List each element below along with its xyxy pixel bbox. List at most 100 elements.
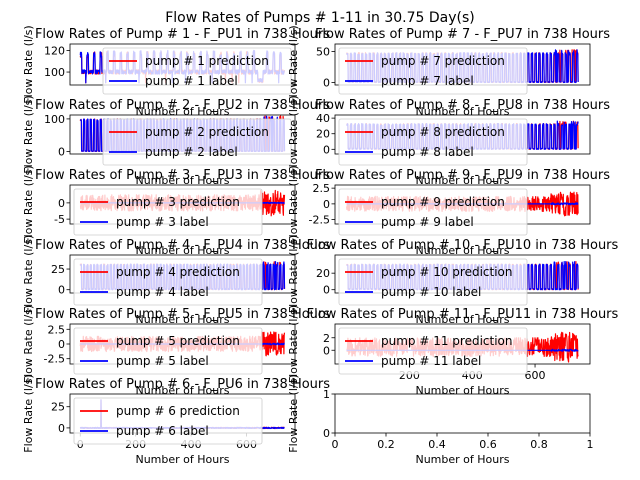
y-axis-label: Flow Rate (l/s) [287, 165, 300, 243]
x-tick-label: 600 [525, 369, 546, 382]
subplot: -2.5 0 2.5 Number of Hours Flow Rate (l/s) Fl… [287, 165, 610, 257]
legend-entry: pump # 9 label [381, 215, 474, 229]
y-axis-label: Flow Rate (l/s) [22, 305, 35, 383]
y-tick-label: 100 [44, 66, 65, 79]
legend-frame [73, 258, 263, 306]
legend-entry: pump # 1 label [145, 74, 238, 88]
legend-entry: pump # 10 label [381, 285, 481, 299]
y-tick-label: 0 [58, 338, 65, 351]
x-tick-label: 1 [587, 438, 594, 451]
y-tick-label: 2.5 [313, 182, 331, 195]
y-axis-label: Flow Rate (l/s) [287, 305, 300, 383]
y-tick-label: 1 [323, 388, 330, 401]
legend-entry: pump # 4 label [116, 285, 209, 299]
y-axis-label: Flow Rate (l/s) [287, 25, 300, 103]
subplot-title: Flow Rates of Pump # 3 - F_PU3 in 738 Ho… [35, 168, 330, 183]
subplot-title: Flow Rates of Pump # 11 - F_PU11 in 738 … [307, 307, 619, 322]
legend: pump # 6 prediction pump # 6 label [73, 397, 263, 445]
legend: pump # 9 prediction pump # 9 label [338, 188, 528, 236]
x-axis-label: Number of Hours [415, 384, 509, 397]
subplot: 0 20 Number of Hours Flow Rate (l/s) Flow Ra… [287, 235, 619, 326]
x-tick-label: 0 [77, 438, 84, 451]
y-axis-label: Flow Rate (l/s) [287, 235, 300, 313]
legend-entry: pump # 11 prediction [381, 334, 513, 348]
y-tick-label: 0 [323, 198, 330, 211]
subplot-title: Flow Rates of Pump # 2 - F_PU2 in 738 Ho… [35, 98, 330, 113]
y-axis-label: Flow Rate (l/s) [22, 95, 35, 173]
subplot-title: Flow Rates of Pump # 10 - F_PU10 in 738 … [307, 238, 619, 253]
y-tick-label: 0 [323, 344, 330, 357]
legend-entry: pump # 8 prediction [381, 125, 505, 139]
y-tick-label: 50 [316, 45, 330, 58]
subplot-title: Flow Rates of Pump # 6 - F_PU6 in 738 Ho… [35, 377, 330, 392]
y-tick-label: 25 [51, 401, 65, 414]
legend: pump # 3 prediction pump # 3 label [73, 188, 263, 236]
x-axis-label: Number of Hours [415, 174, 509, 187]
y-tick-label: 0 [58, 284, 65, 297]
y-axis-label: Flow Rate (l/s) [22, 235, 35, 313]
y-axis-label: Flow Rate (l/s) [287, 95, 300, 173]
x-axis-label: Number of Hours [415, 313, 509, 326]
x-tick-label: 0.6 [479, 438, 497, 451]
legend-frame [73, 397, 263, 445]
subplot: 0 20 40 Number of Hours Flow Rate (l/s) Flow … [287, 95, 610, 187]
legend: pump # 7 prediction pump # 7 label [338, 47, 528, 95]
subplot-title: Flow Rates of Pump # 5 - F_PU5 in 738 Ho… [35, 307, 330, 322]
subplot-title: Flow Rates of Pump # 8 - F_PU8 in 738 Ho… [315, 98, 610, 113]
y-tick-label: 2 [323, 332, 330, 345]
figure-suptitle: Flow Rates of Pumps # 1-11 in 30.75 Day(… [165, 10, 475, 26]
y-tick-label: 0 [323, 77, 330, 90]
legend-entry: pump # 3 prediction [116, 195, 240, 209]
y-axis-label: Flow Rate (l/s) [287, 374, 300, 452]
legend-frame [102, 118, 292, 166]
y-tick-label: 0 [323, 143, 330, 156]
subplot-title: Flow Rates of Pump # 1 - F_PU1 in 738 Ho… [35, 27, 330, 42]
legend: pump # 8 prediction pump # 8 label [338, 118, 528, 166]
legend-entry: pump # 9 prediction [381, 195, 505, 209]
legend-frame [102, 47, 292, 95]
y-tick-label: -5 [54, 213, 65, 226]
x-axis-label: Number of Hours [135, 453, 229, 466]
subplot: 0 1 0 0.2 0.4 0.6 0.8 1 Number of Hours Flow Rate… [287, 374, 594, 466]
legend-entry: pump # 5 prediction [116, 334, 240, 348]
x-tick-label: 0.4 [428, 438, 446, 451]
legend-entry: pump # 3 label [116, 215, 209, 229]
subplot-title: Flow Rates of Pump # 4 - F_PU4 in 738 Ho… [35, 238, 330, 253]
x-tick-label: 0.8 [530, 438, 548, 451]
y-tick-label: 0 [323, 284, 330, 297]
legend-entry: pump # 5 label [116, 354, 209, 368]
legend-entry: pump # 11 label [381, 354, 481, 368]
legend-frame [338, 47, 528, 95]
x-axis-label: Number of Hours [135, 174, 229, 187]
legend-entry: pump # 6 prediction [116, 404, 240, 418]
legend-entry: pump # 7 prediction [381, 54, 505, 68]
y-tick-label: -2.5 [309, 214, 330, 227]
x-axis-label: Number of Hours [135, 313, 229, 326]
y-tick-label: 0 [58, 197, 65, 210]
y-tick-label: 40 [316, 112, 330, 125]
y-tick-label: 20 [316, 128, 330, 141]
y-tick-label: 20 [316, 267, 330, 280]
y-axis-label: Flow Rate (l/s) [22, 165, 35, 243]
x-axis-label: Number of Hours [415, 453, 509, 466]
y-axis-label: Flow Rate (l/s) [22, 374, 35, 452]
subplot-title: Flow Rates of Pump # 7 - F_PU7 in 738 Ho… [315, 27, 610, 42]
legend-frame [338, 327, 528, 375]
x-tick-label: 0.2 [377, 438, 395, 451]
legend: pump # 5 prediction pump # 5 label [73, 327, 263, 375]
legend-frame [73, 327, 263, 375]
legend-entry: pump # 2 label [145, 145, 238, 159]
legend-entry: pump # 6 label [116, 424, 209, 438]
legend: pump # 11 prediction pump # 11 label [338, 327, 528, 375]
y-tick-label: 0 [58, 422, 65, 435]
legend-entry: pump # 7 label [381, 74, 474, 88]
legend: pump # 2 prediction pump # 2 label [102, 118, 292, 166]
axes-frame [334, 393, 591, 434]
legend-entry: pump # 1 prediction [145, 54, 269, 68]
legend-entry: pump # 4 prediction [116, 265, 240, 279]
